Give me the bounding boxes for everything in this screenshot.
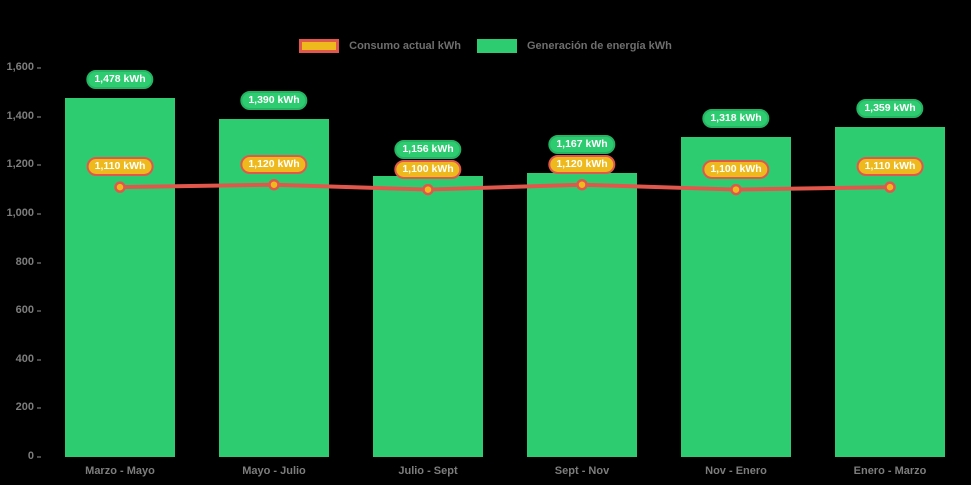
legend-swatch-generacion-icon [476, 39, 517, 53]
bar-generacion[interactable] [219, 119, 329, 457]
x-axis-category-label: Mayo - Julio [242, 465, 306, 477]
bar-value-pill: 1,156 kWh [394, 139, 462, 159]
legend-label-consumo: Consumo actual kWh [349, 40, 461, 52]
line-point[interactable] [268, 178, 280, 191]
line-value-pill: 1,110 kWh [86, 157, 154, 177]
line-point[interactable] [576, 178, 588, 191]
y-axis-tick-mark [37, 261, 41, 264]
bar-generacion[interactable] [373, 175, 483, 457]
y-axis-tick-mark [37, 212, 41, 215]
bar-generacion[interactable] [65, 97, 175, 457]
x-axis-category-label: Marzo - Mayo [85, 465, 155, 477]
y-axis-tick-mark [37, 456, 41, 458]
y-axis-tick-label: 1,000 [6, 206, 34, 219]
bar-generacion[interactable] [527, 173, 637, 457]
x-axis-category-label: Nov - Enero [705, 465, 767, 477]
bar-value-pill: 1,478 kWh [86, 69, 154, 89]
line-value-pill: 1,100 kWh [394, 159, 462, 179]
bar-generacion[interactable] [835, 126, 945, 457]
legend-label-generacion: Generación de energía kWh [526, 40, 672, 52]
y-axis-tick-mark [37, 407, 41, 410]
y-axis-tick-mark [37, 358, 41, 361]
y-axis-tick-label: 400 [15, 352, 34, 365]
line-point[interactable] [114, 181, 126, 193]
bar-value-pill: 1,167 kWh [548, 134, 616, 154]
x-axis-category-label: Enero - Marzo [853, 465, 927, 477]
y-axis-tick-label: 1,600 [6, 61, 34, 73]
y-axis-tick-label: 0 [27, 450, 34, 462]
line-value-pill: 1,110 kWh [856, 157, 924, 177]
y-axis-tick-mark [37, 67, 41, 69]
bar-value-pill: 1,390 kWh [240, 91, 308, 111]
legend-swatch-consumo-icon [299, 39, 340, 53]
y-axis-tick-label: 600 [15, 304, 34, 317]
bar-value-pill: 1,318 kWh [702, 108, 770, 128]
legend: Consumo actual kWh Generación de energía… [0, 39, 971, 53]
legend-item-generacion[interactable]: Generación de energía kWh [476, 39, 672, 53]
bar-value-pill: 1,359 kWh [856, 98, 924, 118]
line-value-pill: 1,100 kWh [702, 159, 770, 179]
line-value-pill: 1,120 kWh [240, 154, 308, 174]
legend-item-consumo[interactable]: Consumo actual kWh [299, 39, 461, 53]
line-value-pill: 1,120 kWh [548, 154, 616, 174]
y-axis-tick-mark [37, 164, 41, 167]
line-point[interactable] [884, 181, 896, 193]
line-point[interactable] [730, 183, 742, 196]
y-axis-tick-mark [37, 115, 41, 118]
y-axis-tick-label: 200 [15, 401, 34, 414]
y-axis-tick-label: 800 [15, 255, 34, 268]
y-axis-tick-label: 1,400 [6, 109, 34, 122]
y-axis-tick-mark [37, 310, 41, 313]
x-axis-category-label: Sept - Nov [554, 465, 610, 477]
x-axis-category-label: Julio - Sept [398, 465, 458, 477]
y-axis-tick-label: 1,200 [6, 158, 34, 171]
line-point[interactable] [422, 183, 434, 196]
